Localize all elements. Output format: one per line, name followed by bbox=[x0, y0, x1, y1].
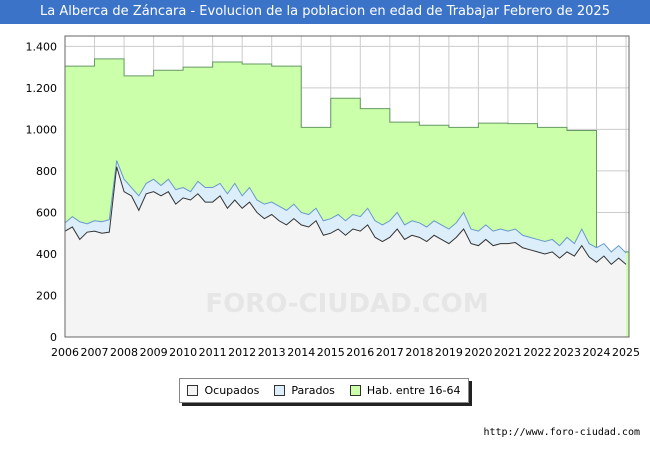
x-tick-label: 2022 bbox=[523, 346, 551, 359]
y-tick-label: 1.000 bbox=[26, 123, 58, 136]
x-tick-label: 2009 bbox=[140, 346, 168, 359]
x-tick-label: 2006 bbox=[51, 346, 79, 359]
legend-label-parados: Parados bbox=[291, 384, 335, 397]
legend: Ocupados Parados Hab. entre 16-64 bbox=[179, 378, 469, 403]
x-tick-label: 2016 bbox=[346, 346, 374, 359]
watermark: FORO-CIUDAD.COM bbox=[205, 289, 488, 319]
x-tick-label: 2023 bbox=[553, 346, 581, 359]
x-tick-label: 2013 bbox=[258, 346, 286, 359]
x-tick-label: 2007 bbox=[81, 346, 109, 359]
legend-label-ocupados: Ocupados bbox=[204, 384, 260, 397]
legend-item-parados: Parados bbox=[274, 384, 335, 397]
legend-item-hab: Hab. entre 16-64 bbox=[349, 384, 461, 397]
chart-area: FORO-CIUDAD.COM 0 200 400 600 800 1.000 1.200 1.… bbox=[26, 35, 640, 359]
x-tick-label: 2018 bbox=[405, 346, 433, 359]
y-tick-label: 1.200 bbox=[26, 82, 58, 95]
y-tick-label: 1.400 bbox=[26, 40, 58, 53]
y-tick-label: 600 bbox=[36, 206, 57, 219]
y-tick-label: 400 bbox=[36, 248, 57, 261]
y-tick-label: 0 bbox=[50, 331, 57, 344]
source-link[interactable]: http://www.foro-ciudad.com bbox=[483, 427, 640, 438]
series-hab-line bbox=[65, 58, 629, 253]
legend-label-hab: Hab. entre 16-64 bbox=[366, 384, 461, 397]
y-tick-label: 800 bbox=[36, 165, 57, 178]
plot-border bbox=[64, 35, 630, 338]
x-tick-label: 2020 bbox=[464, 346, 492, 359]
legend-swatch-ocupados bbox=[187, 385, 199, 396]
x-tick-label: 2015 bbox=[317, 346, 345, 359]
x-tick-label: 2025 bbox=[612, 346, 640, 359]
x-tick-label: 2008 bbox=[110, 346, 138, 359]
x-tick-label: 2011 bbox=[199, 346, 227, 359]
legend-swatch-parados bbox=[274, 385, 286, 396]
series-parados-line bbox=[64, 160, 627, 254]
x-tick-label: 2012 bbox=[228, 346, 256, 359]
series-ocupados-area bbox=[65, 166, 627, 337]
x-tick-label: 2024 bbox=[583, 346, 611, 359]
x-tick-label: 2010 bbox=[169, 346, 197, 359]
legend-item-ocupados: Ocupados bbox=[187, 384, 259, 397]
x-tick-label: 2017 bbox=[376, 346, 404, 359]
series-ocupados-line bbox=[64, 166, 627, 266]
chart-title: La Alberca de Záncara - Evolucion de la … bbox=[0, 0, 650, 24]
legend-swatch-hab bbox=[349, 385, 361, 396]
y-tick-label: 200 bbox=[36, 289, 57, 302]
x-tick-label: 2019 bbox=[435, 346, 463, 359]
x-tick-label: 2021 bbox=[494, 346, 522, 359]
x-tick-label: 2014 bbox=[287, 346, 315, 359]
